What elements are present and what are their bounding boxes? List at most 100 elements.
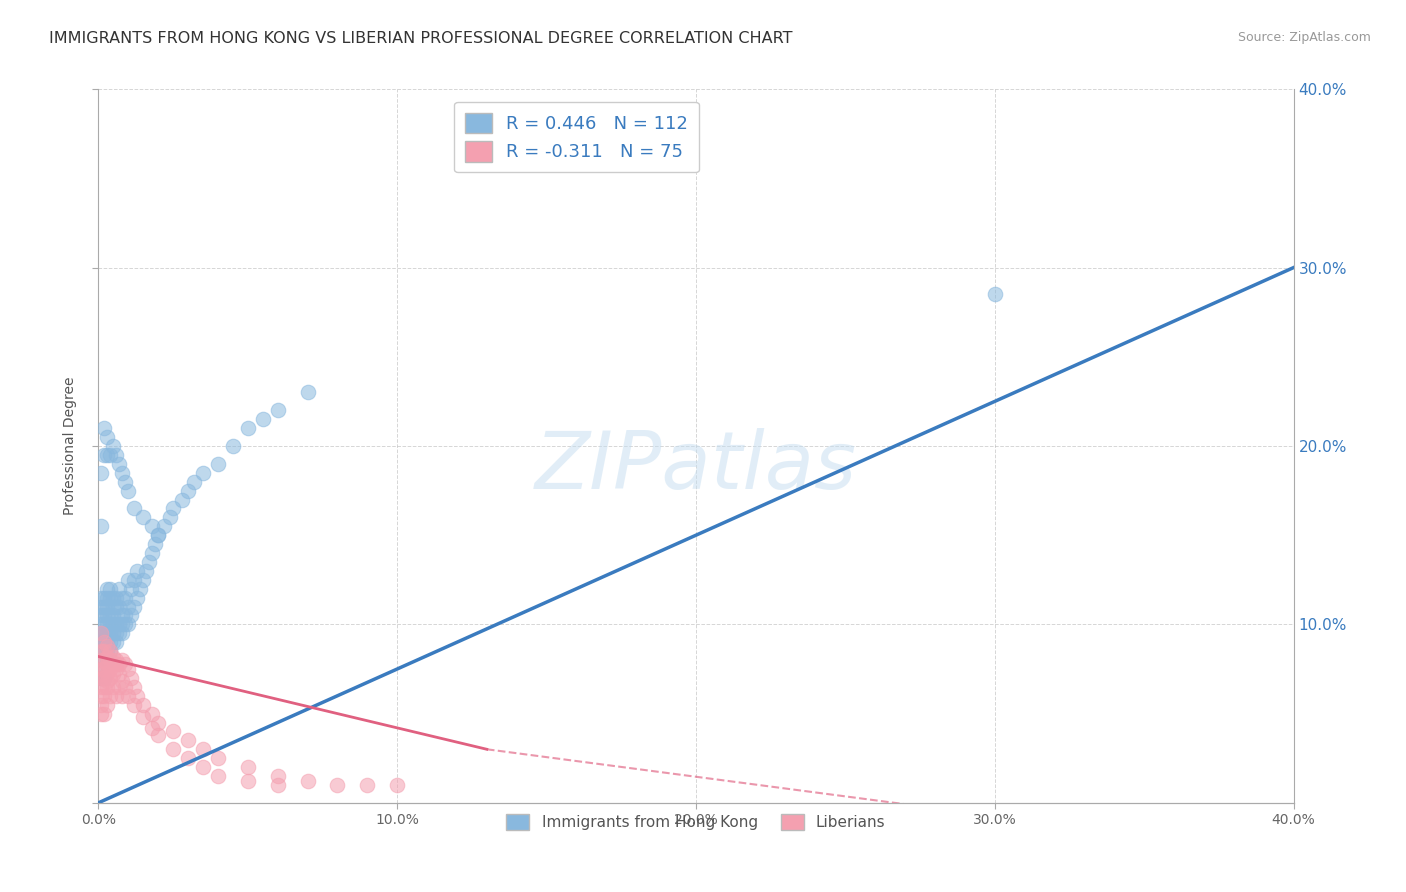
Y-axis label: Professional Degree: Professional Degree xyxy=(63,376,77,516)
Point xyxy=(114,608,136,623)
Point xyxy=(90,626,112,640)
Point xyxy=(162,724,184,739)
Point xyxy=(117,573,139,587)
Point xyxy=(90,599,112,614)
Point xyxy=(103,657,125,671)
Point xyxy=(108,599,131,614)
Point xyxy=(114,591,136,605)
Point xyxy=(236,774,259,789)
Point xyxy=(98,644,122,658)
Point xyxy=(90,519,112,533)
Point xyxy=(90,667,112,681)
Point xyxy=(96,617,118,632)
Point xyxy=(105,635,128,649)
Point xyxy=(98,653,122,667)
Point xyxy=(105,617,128,632)
Point xyxy=(111,608,134,623)
Point xyxy=(297,774,319,789)
Point xyxy=(96,626,118,640)
Point xyxy=(90,632,112,646)
Point xyxy=(93,671,115,685)
Point xyxy=(124,573,146,587)
Point xyxy=(207,769,229,783)
Point xyxy=(90,644,112,658)
Point xyxy=(96,680,118,694)
Point xyxy=(141,546,163,560)
Point xyxy=(90,591,112,605)
Point xyxy=(141,519,163,533)
Point xyxy=(143,537,166,551)
Point xyxy=(236,421,259,435)
Point xyxy=(96,591,118,605)
Point xyxy=(114,680,136,694)
Point xyxy=(138,555,160,569)
Point xyxy=(105,591,128,605)
Point xyxy=(105,626,128,640)
Point xyxy=(132,698,155,712)
Point xyxy=(98,635,122,649)
Point xyxy=(93,689,115,703)
Point xyxy=(135,564,157,578)
Point xyxy=(96,599,118,614)
Point xyxy=(90,698,112,712)
Point xyxy=(148,715,170,730)
Point xyxy=(98,626,122,640)
Point xyxy=(148,528,170,542)
Point xyxy=(93,644,115,658)
Point xyxy=(103,439,125,453)
Point xyxy=(111,617,134,632)
Point xyxy=(141,721,163,735)
Point xyxy=(108,457,131,471)
Point xyxy=(177,751,200,765)
Point xyxy=(191,466,214,480)
Point xyxy=(96,639,118,653)
Point xyxy=(111,591,134,605)
Point xyxy=(98,644,122,658)
Point xyxy=(108,680,131,694)
Point xyxy=(103,599,125,614)
Point xyxy=(111,689,134,703)
Point xyxy=(132,510,155,524)
Point xyxy=(105,448,128,462)
Point xyxy=(103,608,125,623)
Point xyxy=(96,430,118,444)
Point xyxy=(103,591,125,605)
Point xyxy=(93,591,115,605)
Point xyxy=(207,751,229,765)
Point xyxy=(96,667,118,681)
Point xyxy=(93,680,115,694)
Point xyxy=(96,657,118,671)
Point xyxy=(127,591,149,605)
Point xyxy=(93,644,115,658)
Point xyxy=(183,475,205,489)
Point xyxy=(96,608,118,623)
Point xyxy=(117,483,139,498)
Point xyxy=(90,689,112,703)
Point xyxy=(105,599,128,614)
Point xyxy=(103,667,125,681)
Point xyxy=(103,617,125,632)
Point xyxy=(96,653,118,667)
Point xyxy=(96,635,118,649)
Point xyxy=(98,582,122,596)
Point xyxy=(93,653,115,667)
Text: ZIPatlas: ZIPatlas xyxy=(534,428,858,507)
Point xyxy=(117,599,139,614)
Point xyxy=(90,653,112,667)
Point xyxy=(129,582,152,596)
Point xyxy=(114,617,136,632)
Point xyxy=(117,617,139,632)
Point xyxy=(103,626,125,640)
Point xyxy=(162,742,184,756)
Point xyxy=(120,671,142,685)
Point xyxy=(111,653,134,667)
Point xyxy=(93,448,115,462)
Point xyxy=(172,492,194,507)
Point xyxy=(267,769,290,783)
Point xyxy=(108,657,131,671)
Point xyxy=(96,649,118,664)
Point xyxy=(96,448,118,462)
Point xyxy=(132,573,155,587)
Point xyxy=(111,466,134,480)
Point xyxy=(124,599,146,614)
